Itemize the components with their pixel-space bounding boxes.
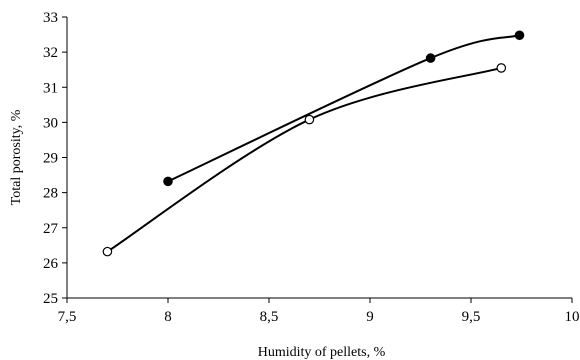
y-tick-label: 29: [43, 151, 58, 167]
x-axis-title: Humidity of pellets, %: [258, 345, 386, 360]
x-tick-label: 10: [565, 309, 580, 325]
chart-series: [102, 30, 525, 257]
x-tick-label: 9: [366, 309, 374, 325]
y-tick-label: 33: [43, 10, 58, 26]
x-tick-label: 9,5: [462, 309, 481, 325]
y-tick-label: 27: [43, 221, 59, 237]
x-tick-label: 8: [164, 309, 172, 325]
y-tick-label: 32: [43, 45, 58, 61]
series-line-1: [167, 34, 520, 183]
chart-tick-labels: 25 26 27 28 29 30 31 32 33 7,5 8 8,5 9 9,5 10: [43, 10, 580, 325]
data-point-filled: [514, 30, 525, 41]
data-point-open: [304, 114, 315, 125]
data-point-filled: [425, 53, 436, 63]
data-point-open: [496, 63, 507, 73]
y-axis-title: Total porosity, %: [9, 109, 24, 205]
y-tick-label: 30: [43, 115, 58, 131]
y-tick-label: 28: [43, 186, 58, 202]
x-tick-label: 8,5: [260, 309, 279, 325]
data-point-open: [102, 246, 113, 257]
y-tick-label: 26: [43, 256, 59, 272]
chart-axes: [62, 16, 573, 303]
x-tick-label: 7,5: [58, 309, 77, 325]
y-tick-label: 31: [43, 80, 58, 96]
series-line-2: [106, 66, 502, 253]
data-point-filled: [163, 176, 173, 187]
y-tick-label: 25: [43, 291, 58, 307]
